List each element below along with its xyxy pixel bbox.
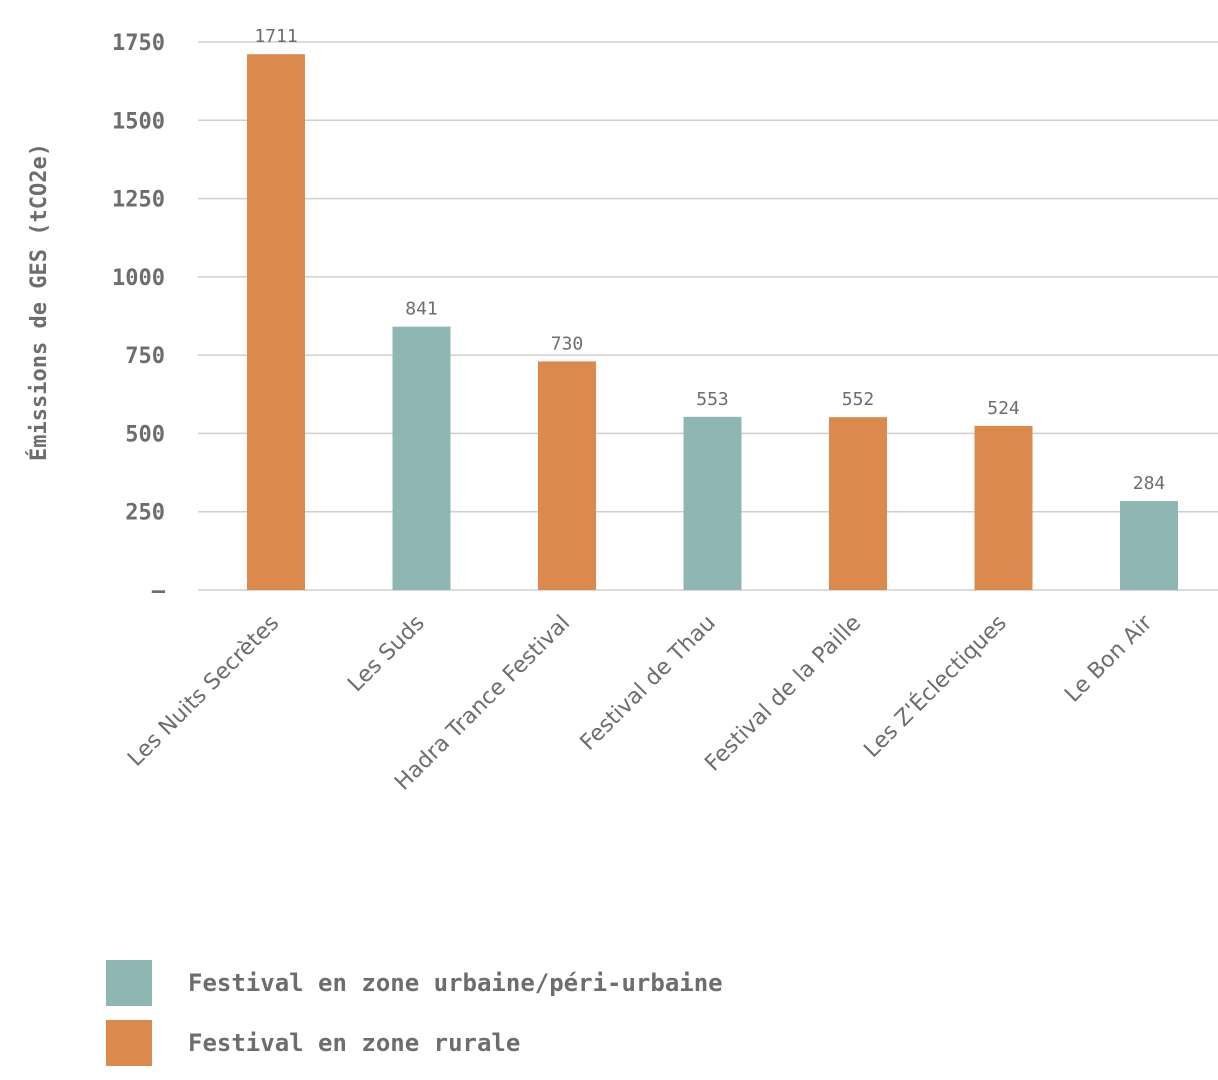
- y-tick-label: 750: [125, 344, 165, 369]
- bar-value-label: 284: [1133, 473, 1166, 494]
- legend: Festival en zone urbaine/péri-urbaine Fe…: [106, 960, 723, 1080]
- legend-swatch-rurale: [106, 1020, 152, 1066]
- bar: [974, 425, 1033, 590]
- y-tick-label: 1000: [112, 266, 165, 291]
- value-labels: 1711 841 730 553 552 524 284: [254, 26, 1165, 494]
- legend-swatch-urbaine: [106, 960, 152, 1006]
- bar-value-label: 552: [842, 389, 875, 410]
- bar-value-label: 730: [551, 333, 584, 354]
- legend-label-urbaine: Festival en zone urbaine/péri-urbaine: [188, 969, 723, 997]
- bar-chart: – 250 500 750 1000 1250 1500 1750 1711 841 730 553…: [26, 26, 1218, 796]
- legend-item-rurale: Festival en zone rurale: [106, 1020, 723, 1066]
- y-tick-label: 1500: [112, 109, 165, 134]
- bar-value-label: 1711: [254, 26, 297, 47]
- y-axis-ticks: – 250 500 750 1000 1250 1500 1750: [112, 31, 166, 604]
- bar: [247, 54, 305, 590]
- bar-value-label: 841: [405, 299, 438, 320]
- y-tick-label: 500: [125, 422, 165, 447]
- bars: [247, 54, 1178, 590]
- legend-item-urbaine: Festival en zone urbaine/péri-urbaine: [106, 960, 723, 1006]
- legend-label-rurale: Festival en zone rurale: [188, 1029, 521, 1057]
- y-tick-label: 1250: [112, 188, 165, 213]
- bar: [1120, 501, 1178, 590]
- x-category-label: Les Nuits Secrètes: [123, 611, 284, 772]
- x-category-label: Les Z'Éclectiques: [859, 610, 1012, 763]
- x-category-label: Festival de Thau: [576, 611, 721, 756]
- bar-value-label: 553: [696, 389, 729, 410]
- x-category-label: Les Suds: [343, 611, 429, 697]
- bar: [829, 417, 887, 590]
- y-tick-label: –: [152, 579, 166, 604]
- y-axis-title: Émissions de GES (tCO2e): [26, 143, 52, 461]
- bar: [538, 361, 596, 590]
- bar: [392, 326, 451, 590]
- x-category-label: Festival de la Paille: [700, 611, 866, 777]
- y-tick-label: 250: [125, 501, 165, 526]
- bar: [683, 416, 742, 590]
- x-category-label: Le Bon Air: [1060, 610, 1158, 708]
- y-tick-label: 1750: [112, 31, 165, 56]
- bar-value-label: 524: [987, 398, 1020, 419]
